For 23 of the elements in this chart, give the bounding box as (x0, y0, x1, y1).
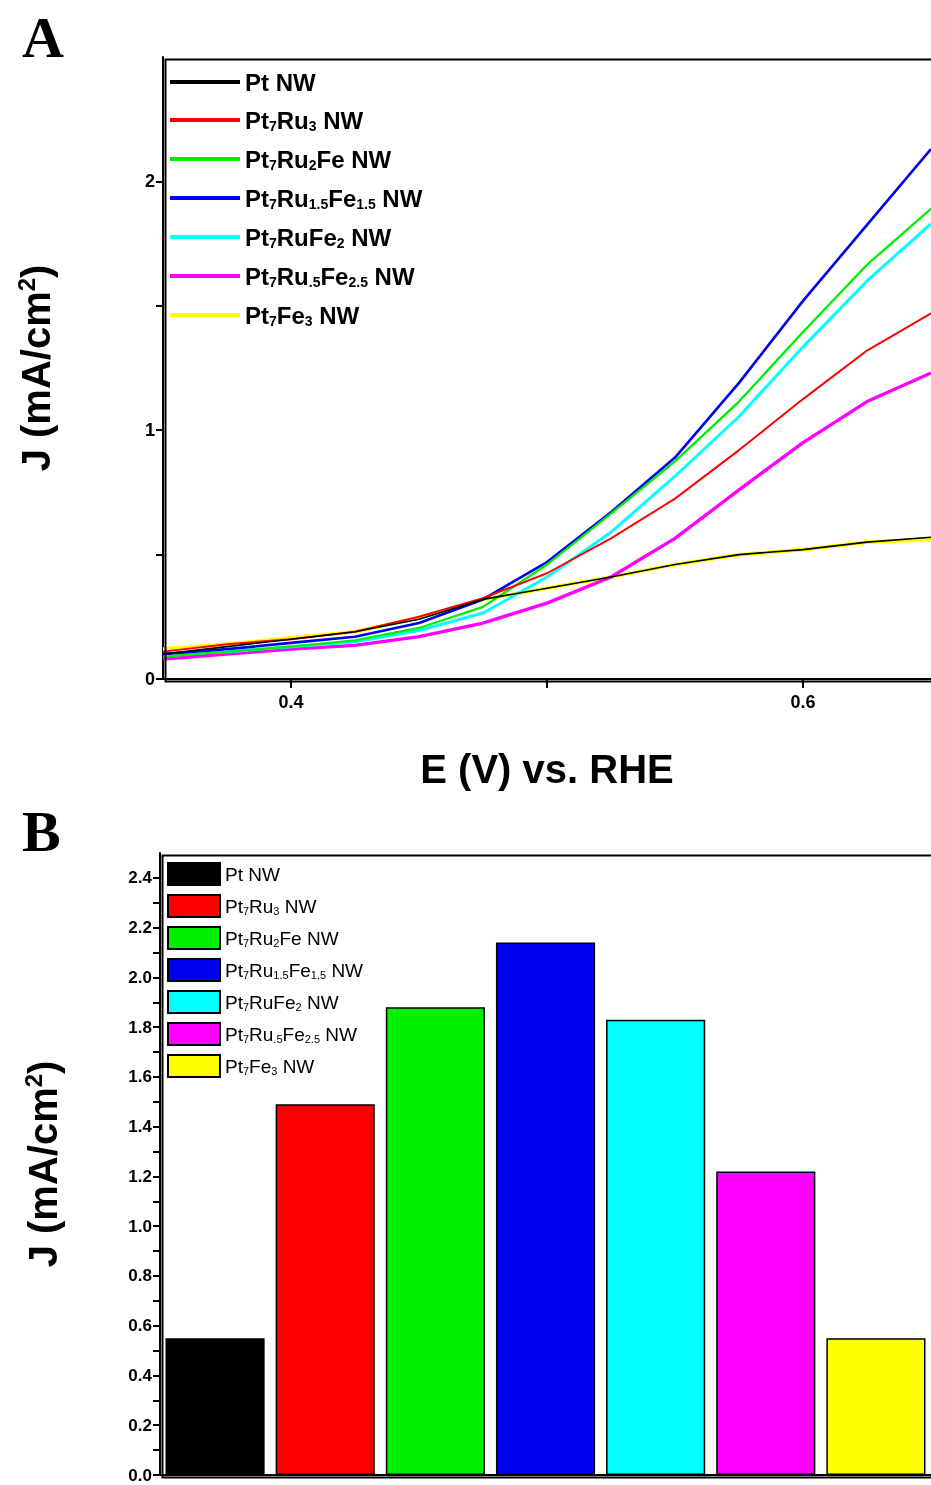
y-tick-label: 0 (144, 669, 155, 689)
y-tick-label: 1.8 (128, 1017, 152, 1037)
legend-label: Pt NW (225, 863, 280, 885)
y-tick-label: 1.6 (128, 1067, 152, 1087)
legend-label: Pt NW (245, 68, 316, 96)
y-tick-label: 0.0 (128, 1465, 152, 1485)
y-tick-label: 2.2 (128, 918, 152, 938)
y-tick-label: 0.6 (128, 1316, 152, 1336)
y-tick-label: 0.8 (128, 1266, 152, 1286)
y-tick-label: 0.4 (128, 1365, 153, 1385)
y-tick-label: 0.2 (128, 1415, 152, 1435)
text: A (22, 4, 64, 70)
y-tick-label: 1.0 (128, 1216, 152, 1236)
y-axis-title: J (mA/cm2) (19, 1060, 65, 1268)
y-tick-label: 2.4 (128, 868, 153, 888)
y-tick-label: 1.4 (128, 1117, 153, 1137)
y-tick-label: 1 (144, 420, 155, 441)
y-tick-label: 1.2 (128, 1166, 152, 1186)
text: B (22, 798, 61, 864)
y-tick-label: 2.0 (128, 967, 152, 987)
y-tick-label: 2 (144, 171, 155, 192)
y-axis-title: J (mA/cm2) (12, 264, 58, 472)
x-axis-title: E (V) vs. RHE (420, 747, 674, 791)
